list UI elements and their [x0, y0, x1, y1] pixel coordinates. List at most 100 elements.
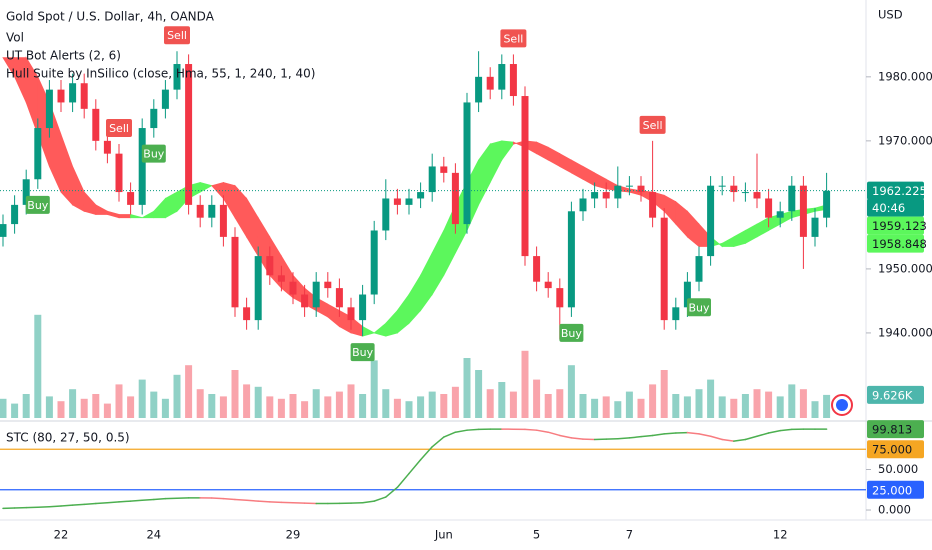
plot-layer: Buy Sell Buy Sell Buy Sell Buy Sell Buy [0, 26, 866, 418]
indicator-legend: Vol [6, 31, 24, 45]
candle-body [196, 204, 204, 218]
volume-bar [823, 394, 831, 418]
candle-body [161, 89, 169, 109]
volume-bar [556, 389, 564, 418]
stc-line [257, 500, 271, 503]
stc-line [141, 498, 155, 502]
volume-bar [509, 391, 517, 418]
hull-label: 1959.123 [872, 219, 927, 233]
volume-bar [695, 389, 703, 418]
candle-body [231, 236, 239, 308]
candle-body [591, 192, 599, 199]
signal-label: Buy [143, 148, 165, 161]
volume-bar [683, 396, 691, 418]
stc-line [559, 434, 573, 439]
stc-line [466, 428, 480, 431]
stc-last-label: 99.813 [872, 423, 912, 437]
volume-bar [498, 382, 506, 418]
signal-label: Buy [27, 199, 49, 212]
signal-box [164, 26, 190, 45]
stc-line [547, 431, 561, 437]
candle-body [45, 89, 53, 129]
volume-bar [324, 396, 332, 418]
stc-level-label: 75.000 [872, 443, 912, 457]
volume-bar [138, 379, 146, 418]
stc-line [408, 459, 422, 475]
candle-body [718, 185, 726, 187]
volume-bar [0, 398, 7, 418]
price-tick-label: 1970.000 [878, 133, 932, 147]
signal-label: Buy [561, 327, 583, 340]
hull-band [118, 214, 132, 219]
candle-body [823, 190, 831, 218]
candle-body [208, 204, 216, 218]
candle-body [498, 64, 506, 90]
volume-bar [382, 389, 390, 418]
stc-line [756, 432, 770, 438]
signal-box [350, 343, 375, 362]
signal-label: Sell [167, 29, 187, 42]
stc-line [129, 499, 143, 502]
stc-line [640, 434, 654, 438]
candle-body [243, 307, 251, 321]
candle-body [405, 198, 413, 205]
volume-bar [312, 389, 320, 418]
volume-bar [741, 394, 749, 418]
signal-label: Sell [643, 119, 663, 132]
volume-bar [440, 394, 448, 418]
hull-label: 1958.848 [872, 237, 927, 251]
candle-body [637, 185, 645, 193]
candle-body [138, 128, 146, 205]
volume-bar [428, 391, 436, 418]
indicator-legend: UT Bot Alerts (2, 6) [6, 49, 121, 63]
volume-bar [185, 365, 193, 418]
stc-line [698, 433, 712, 438]
candle-body [614, 185, 622, 199]
stc-line [617, 437, 631, 440]
stc-line [419, 446, 433, 461]
flag-icon-inner [836, 399, 848, 411]
volume-bar [660, 370, 668, 418]
volume-bar [161, 398, 169, 418]
volume-bar [753, 389, 761, 418]
candle-body [0, 224, 7, 237]
candle-body [753, 192, 761, 199]
candle-body [625, 185, 633, 187]
signal-box [639, 115, 666, 134]
stc-level-label: 25.000 [872, 483, 912, 497]
stc-line [71, 503, 85, 506]
stc-line [48, 505, 62, 508]
volume-bar [115, 384, 123, 418]
candle-body [103, 140, 111, 154]
volume-bar [80, 398, 88, 418]
volume-bar [672, 394, 680, 418]
volume-bar [370, 360, 378, 418]
candle-body [277, 275, 285, 282]
volume-bar [533, 379, 541, 418]
candle-body [80, 83, 88, 109]
volume-bar [451, 386, 459, 418]
candle-body [69, 83, 77, 103]
candle-body [707, 185, 715, 257]
x-tick-label: 22 [54, 528, 69, 542]
signal-label: Sell [503, 32, 523, 45]
stc-line [651, 433, 665, 437]
volume-bar [602, 396, 610, 418]
stc-line [83, 502, 97, 506]
volume-bar [417, 396, 425, 418]
volume-bar [788, 384, 796, 418]
volume-bar [243, 384, 251, 418]
candle-body [92, 108, 100, 141]
volume-bar [625, 391, 633, 418]
candle-body [440, 166, 448, 173]
stc-line [744, 435, 758, 441]
volume-bar [405, 401, 413, 418]
volume-bar [301, 401, 309, 418]
volume-bar [475, 370, 483, 418]
signal-box [687, 298, 711, 317]
stc-line [535, 429, 549, 433]
x-tick-label: 5 [533, 528, 540, 542]
volume-bar [718, 396, 726, 418]
stc-line [385, 486, 399, 498]
candle-body [567, 211, 575, 308]
